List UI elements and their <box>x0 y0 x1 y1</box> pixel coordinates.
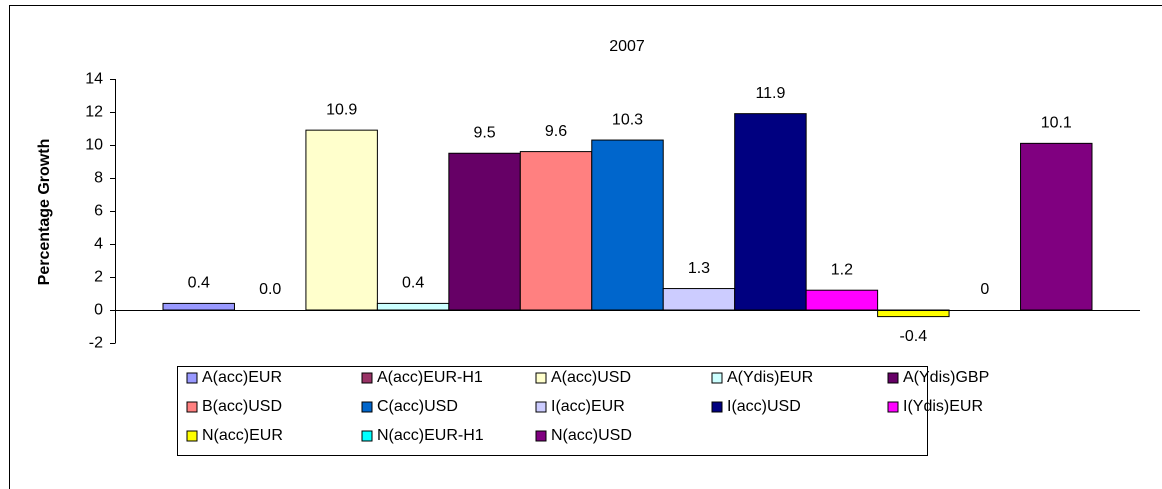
legend-swatch <box>711 401 723 413</box>
y-tick-label: 0 <box>94 302 103 319</box>
legend-swatch <box>186 372 198 384</box>
y-tick-label: 8 <box>94 170 103 187</box>
legend-label: I(acc)EUR <box>551 398 625 415</box>
legend-label: A(acc)USD <box>551 369 631 386</box>
bar <box>519 151 593 311</box>
legend-label: N(acc)EUR-H1 <box>377 427 484 444</box>
y-tick-label: 6 <box>94 203 103 220</box>
legend-label: B(acc)USD <box>202 398 282 415</box>
legend-swatch <box>535 430 547 442</box>
data-label: -0.4 <box>900 328 928 345</box>
legend-swatch <box>186 401 198 413</box>
legend-swatch <box>887 372 899 384</box>
data-label: 0.4 <box>402 275 424 292</box>
data-label: 0.0 <box>259 281 281 298</box>
bar <box>162 302 235 311</box>
data-label: 11.9 <box>755 85 785 102</box>
legend-label: I(acc)USD <box>727 398 801 415</box>
legend-swatch <box>361 430 373 442</box>
legend-swatch <box>361 401 373 413</box>
data-label: 9.5 <box>473 124 495 141</box>
y-tick-label: 2 <box>94 269 103 286</box>
legend-label: C(acc)USD <box>377 398 458 415</box>
bar <box>448 152 521 311</box>
legend-label: A(Ydis)GBP <box>903 369 989 386</box>
bar <box>734 113 807 311</box>
bar <box>805 289 879 311</box>
legend-label: A(acc)EUR <box>202 369 282 386</box>
legend-label: N(acc)USD <box>551 427 632 444</box>
data-label: 10.3 <box>612 111 643 128</box>
data-label: 1.2 <box>831 261 853 278</box>
data-label: 1.3 <box>688 260 710 277</box>
legend-swatch <box>711 372 723 384</box>
legend-swatch <box>535 372 547 384</box>
legend-label: I(Ydis)EUR <box>903 398 983 415</box>
bar <box>662 288 736 311</box>
y-axis-label: Percentage Growth <box>36 139 53 286</box>
bar <box>376 302 450 311</box>
bar <box>591 139 664 311</box>
legend <box>177 366 928 456</box>
legend-label: A(acc)EUR-H1 <box>377 369 483 386</box>
y-tick-label: 4 <box>94 236 103 253</box>
legend-swatch <box>361 372 373 384</box>
bar <box>1020 142 1093 311</box>
data-label: 10.9 <box>326 101 357 118</box>
data-label: 9.6 <box>545 123 567 140</box>
legend-swatch <box>535 401 547 413</box>
y-tick-label: 10 <box>85 137 103 154</box>
chart-title: 2007 <box>609 38 645 55</box>
legend-swatch <box>186 430 198 442</box>
data-label: 0 <box>980 281 989 298</box>
y-tick-label: 12 <box>85 104 103 121</box>
data-label: 10.1 <box>1041 115 1072 132</box>
bar <box>305 129 378 311</box>
legend-label: N(acc)EUR <box>202 427 283 444</box>
y-tick-label: 14 <box>85 71 103 88</box>
legend-label: A(Ydis)EUR <box>727 369 813 386</box>
y-tick-label: -2 <box>89 335 103 352</box>
legend-swatch <box>887 401 899 413</box>
data-label: 0.4 <box>188 275 210 292</box>
